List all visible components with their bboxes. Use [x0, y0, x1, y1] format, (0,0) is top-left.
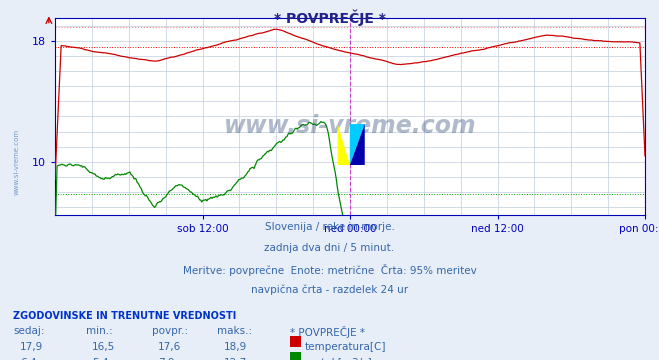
Text: * POVPREČJE *: * POVPREČJE *: [273, 9, 386, 26]
Text: www.si-vreme.com: www.si-vreme.com: [223, 114, 476, 138]
Polygon shape: [350, 124, 364, 165]
Text: 16,5: 16,5: [92, 342, 115, 352]
Text: min.:: min.:: [86, 326, 113, 336]
Text: 17,6: 17,6: [158, 342, 181, 352]
Text: Slovenija / reke in morje.: Slovenija / reke in morje.: [264, 222, 395, 232]
Text: www.si-vreme.com: www.si-vreme.com: [13, 129, 20, 195]
Polygon shape: [350, 124, 364, 165]
Text: 12,7: 12,7: [224, 358, 247, 360]
Text: navpična črta - razdelek 24 ur: navpična črta - razdelek 24 ur: [251, 285, 408, 295]
Text: 6,4: 6,4: [20, 358, 36, 360]
Text: 17,9: 17,9: [20, 342, 43, 352]
Text: * POVPREČJE *: * POVPREČJE *: [290, 326, 365, 338]
Text: temperatura[C]: temperatura[C]: [304, 342, 386, 352]
Text: pretok[m3/s]: pretok[m3/s]: [304, 358, 372, 360]
Polygon shape: [337, 124, 350, 165]
Text: maks.:: maks.:: [217, 326, 252, 336]
Text: ZGODOVINSKE IN TRENUTNE VREDNOSTI: ZGODOVINSKE IN TRENUTNE VREDNOSTI: [13, 311, 237, 321]
Text: sedaj:: sedaj:: [13, 326, 45, 336]
Text: 7,9: 7,9: [158, 358, 175, 360]
Text: Meritve: povprečne  Enote: metrične  Črta: 95% meritev: Meritve: povprečne Enote: metrične Črta:…: [183, 264, 476, 276]
Text: 5,4: 5,4: [92, 358, 109, 360]
Text: povpr.:: povpr.:: [152, 326, 188, 336]
Text: zadnja dva dni / 5 minut.: zadnja dva dni / 5 minut.: [264, 243, 395, 253]
Text: 18,9: 18,9: [224, 342, 247, 352]
